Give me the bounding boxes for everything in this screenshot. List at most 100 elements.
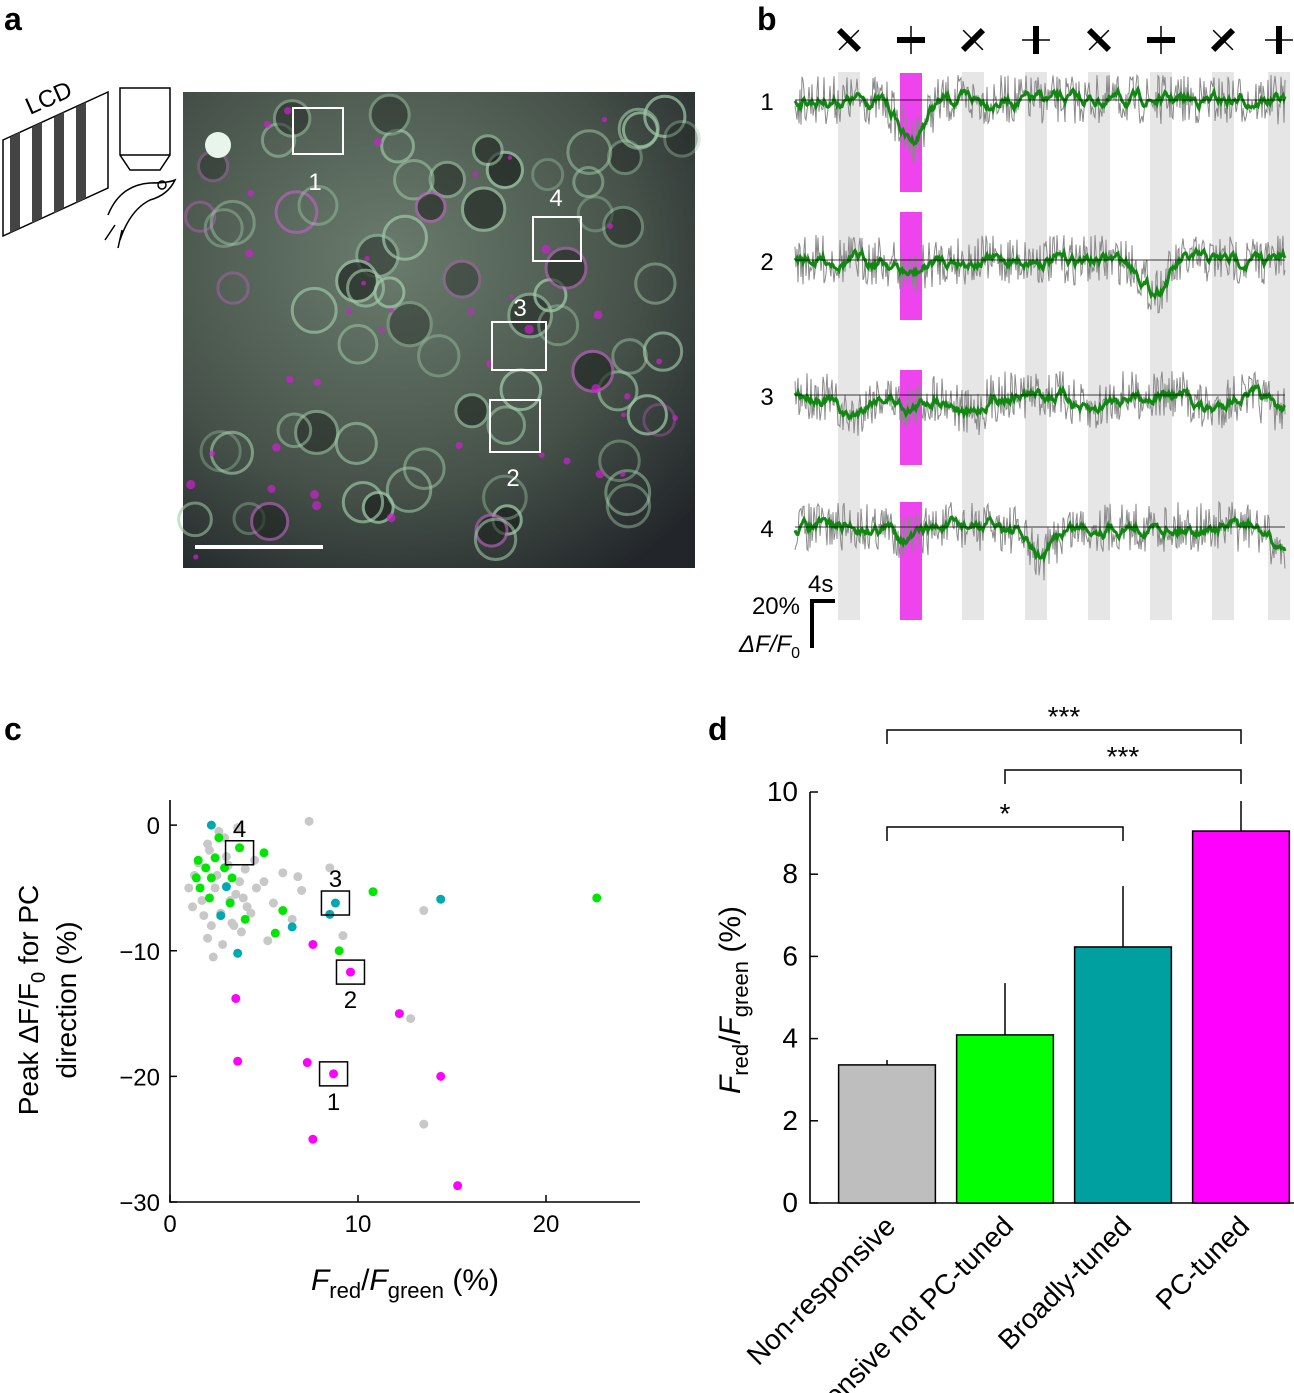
point (251, 883, 261, 893)
point (240, 864, 250, 874)
speck (538, 452, 545, 458)
direction-arrow (1088, 29, 1110, 51)
cell-label: 1 (760, 89, 773, 116)
point (368, 887, 378, 897)
amplitude-scale: 20% (752, 593, 800, 620)
cell (486, 405, 527, 445)
cell (380, 128, 415, 164)
point (203, 933, 213, 943)
cell (250, 501, 290, 542)
point (278, 868, 288, 878)
speck (272, 443, 281, 452)
point (330, 898, 340, 908)
point (214, 826, 224, 836)
point (206, 921, 216, 931)
point (302, 1058, 312, 1068)
cell (473, 517, 518, 562)
point (233, 823, 243, 833)
cell (507, 292, 553, 339)
speck (509, 294, 514, 299)
bar (1073, 946, 1173, 1204)
point (214, 833, 224, 843)
point (436, 894, 446, 904)
cell (626, 394, 669, 436)
speck (286, 375, 294, 384)
speck (361, 280, 367, 286)
roi-label: 2 (506, 465, 519, 492)
apparatus (2, 87, 177, 249)
cell (373, 276, 406, 309)
speck (247, 190, 255, 197)
cell (276, 412, 313, 449)
point (236, 927, 246, 937)
cell-label: 2 (760, 249, 773, 276)
cell (460, 186, 507, 232)
point (308, 939, 318, 949)
speck (364, 255, 370, 262)
y-tick-label: 0 (147, 813, 160, 840)
y-tick-label: −10 (119, 939, 160, 966)
point (287, 922, 297, 932)
speck (624, 393, 631, 400)
point (259, 848, 269, 858)
cell (572, 166, 605, 199)
point (406, 1014, 416, 1024)
point (238, 893, 248, 903)
point (308, 1134, 318, 1144)
speck (186, 479, 196, 490)
point (242, 902, 252, 912)
point (259, 877, 269, 887)
cell (605, 483, 652, 529)
y-tick-label: 10 (767, 776, 798, 807)
point (592, 893, 602, 903)
point (268, 898, 278, 908)
cell (604, 469, 652, 517)
cell (428, 160, 467, 199)
y-tick-label: 0 (782, 1187, 798, 1218)
speck (379, 327, 385, 333)
cell (209, 199, 256, 246)
scale-bar (810, 599, 835, 648)
direction-arrow (838, 29, 860, 51)
point (325, 863, 335, 873)
speck (386, 513, 396, 523)
y-tick-label: 4 (782, 1023, 798, 1054)
cell (297, 184, 339, 226)
cell (617, 107, 660, 150)
speck (591, 383, 601, 394)
annotation: 1 (327, 1089, 340, 1116)
point (297, 885, 307, 895)
roi-boxes (292, 107, 582, 453)
cell (346, 268, 386, 308)
significance-bracket (886, 826, 1124, 841)
stimulus-period (838, 72, 860, 620)
point (184, 883, 194, 893)
point (436, 1071, 446, 1081)
point (394, 1009, 404, 1019)
point (197, 896, 207, 905)
point (199, 911, 209, 921)
annotation: 4 (233, 816, 246, 843)
speck (672, 415, 679, 421)
cell (482, 474, 528, 521)
cell (216, 271, 250, 305)
smoothed-trace (793, 514, 1287, 564)
speck (507, 155, 513, 160)
highlight-box (320, 890, 351, 916)
point (201, 863, 211, 873)
y-tick-label: −30 (119, 1190, 160, 1217)
y-tick-label: 8 (782, 858, 798, 889)
stimulus-period (1150, 72, 1172, 620)
speck (472, 171, 479, 177)
cell (274, 190, 319, 235)
y-axis-label: Fred/Fgreen (%) (714, 906, 753, 1094)
speck (312, 500, 322, 511)
x-tick-label: 0 (163, 1211, 176, 1238)
cell (184, 200, 217, 233)
cell (381, 214, 428, 261)
speck (284, 107, 292, 115)
speck (389, 308, 395, 313)
significance-bracket (1004, 769, 1242, 784)
speck (267, 484, 276, 493)
bar (1191, 830, 1291, 1204)
